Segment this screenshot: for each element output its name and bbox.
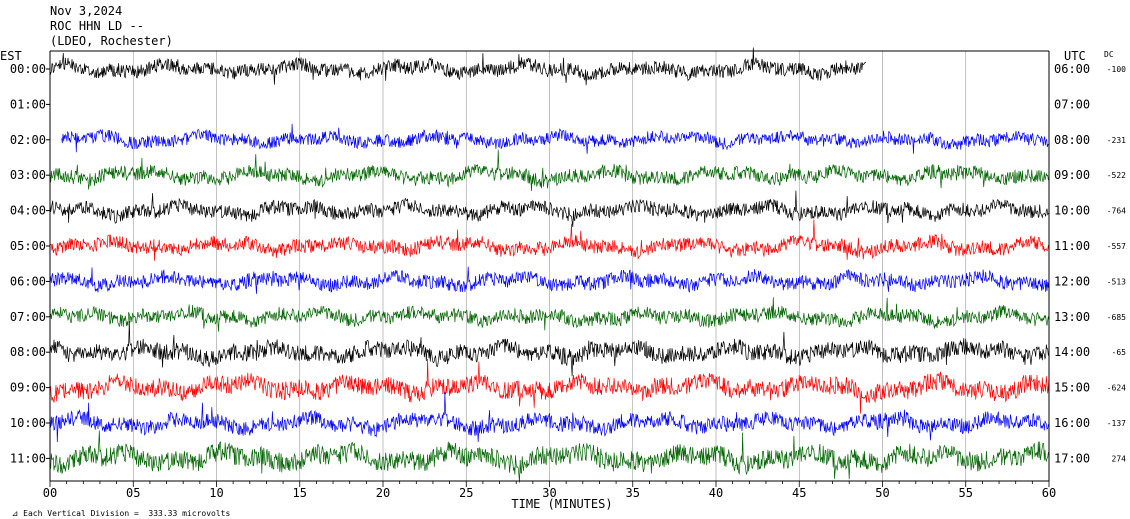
- dc-label-0600: -513: [1107, 277, 1126, 286]
- est-label-0900: 09:00: [10, 381, 46, 395]
- est-label-0400: 04:00: [10, 204, 46, 218]
- x-tick-label-45: 45: [792, 486, 806, 500]
- dc-label-0800: -65: [1112, 348, 1127, 357]
- utc-label-0900: 09:00: [1054, 168, 1090, 182]
- x-tick-label-10: 10: [209, 486, 223, 500]
- utc-label-1400: 14:00: [1054, 345, 1090, 359]
- trace-0800: [49, 321, 1050, 377]
- est-label-0500: 05:00: [10, 239, 46, 253]
- dc-label-0200: -231: [1107, 136, 1126, 145]
- utc-label-1500: 15:00: [1054, 381, 1090, 395]
- utc-label-0700: 07:00: [1054, 97, 1090, 111]
- header-date: Nov 3,2024: [50, 4, 123, 18]
- dc-label-0500: -557: [1107, 242, 1126, 251]
- x-axis-title: TIME (MINUTES): [511, 497, 612, 511]
- axes: [46, 50, 1050, 487]
- utc-label-1100: 11:00: [1054, 239, 1090, 253]
- trace-0200: [61, 123, 1049, 154]
- x-tick-label-35: 35: [626, 486, 640, 500]
- utc-label-1200: 12:00: [1054, 274, 1090, 288]
- utc-label-0600: 06:00: [1054, 62, 1090, 76]
- x-tick-label-50: 50: [875, 486, 889, 500]
- x-tick-label-20: 20: [376, 486, 390, 500]
- trace-1000: [49, 392, 1050, 443]
- est-label-0600: 06:00: [10, 274, 46, 288]
- trace-0400: [49, 190, 1050, 228]
- vertical-division-note: ⊿ Each Vertical Division = 333.33 microv…: [2, 500, 231, 518]
- x-tick-label-30: 30: [542, 486, 556, 500]
- dc-label-0000: -100: [1107, 65, 1126, 74]
- utc-label-1700: 17:00: [1054, 451, 1090, 465]
- x-tick-label-15: 15: [293, 486, 307, 500]
- est-label-0100: 01:00: [10, 97, 46, 111]
- scale-icon: ⊿: [11, 509, 19, 518]
- trace-0000: [49, 47, 867, 86]
- header-network: (LDEO, Rochester): [50, 34, 173, 48]
- x-tick-label-60: 60: [1042, 486, 1056, 500]
- trace-0600: [49, 266, 1050, 294]
- x-tick-label-55: 55: [959, 486, 973, 500]
- x-tick-label-00: 00: [43, 486, 57, 500]
- trace-1100: [49, 430, 1050, 483]
- est-label-0700: 07:00: [10, 310, 46, 324]
- est-label-0800: 08:00: [10, 345, 46, 359]
- trace-0300: [49, 149, 1050, 192]
- dc-header-label: DC: [1104, 50, 1114, 59]
- seismic-traces: [49, 47, 1050, 483]
- footnote-text: Each Vertical Division = 333.33 microvol…: [23, 509, 231, 518]
- est-label-0300: 03:00: [10, 168, 46, 182]
- x-tick-label-25: 25: [459, 486, 473, 500]
- est-label-1100: 11:00: [10, 451, 46, 465]
- utc-label-0800: 08:00: [1054, 133, 1090, 147]
- x-tick-label-05: 05: [126, 486, 140, 500]
- trace-0700: [49, 297, 1050, 332]
- header-station: ROC HHN LD --: [50, 19, 144, 33]
- dc-label-0900: -624: [1107, 384, 1126, 393]
- est-label-0200: 02:00: [10, 133, 46, 147]
- est-zone-label: EST: [0, 49, 22, 63]
- dc-label-1000: -137: [1107, 419, 1126, 428]
- utc-label-1000: 10:00: [1054, 204, 1090, 218]
- utc-label-1300: 13:00: [1054, 310, 1090, 324]
- utc-zone-label: UTC: [1064, 49, 1086, 63]
- est-label-1000: 10:00: [10, 416, 46, 430]
- dc-label-0300: -522: [1107, 171, 1126, 180]
- dc-label-0400: -764: [1107, 207, 1126, 216]
- trace-0500: [49, 219, 1050, 261]
- utc-label-1600: 16:00: [1054, 416, 1090, 430]
- axis-labels: 00:00 06:00 -100 01:00 07:00 02:00 08:00 -231 03…: [0, 49, 1126, 511]
- x-tick-label-40: 40: [709, 486, 723, 500]
- dc-label-0700: -685: [1107, 313, 1126, 322]
- dc-label-1100: 274: [1112, 454, 1127, 463]
- trace-0900: [49, 358, 1050, 414]
- est-label-0000: 00:00: [10, 62, 46, 76]
